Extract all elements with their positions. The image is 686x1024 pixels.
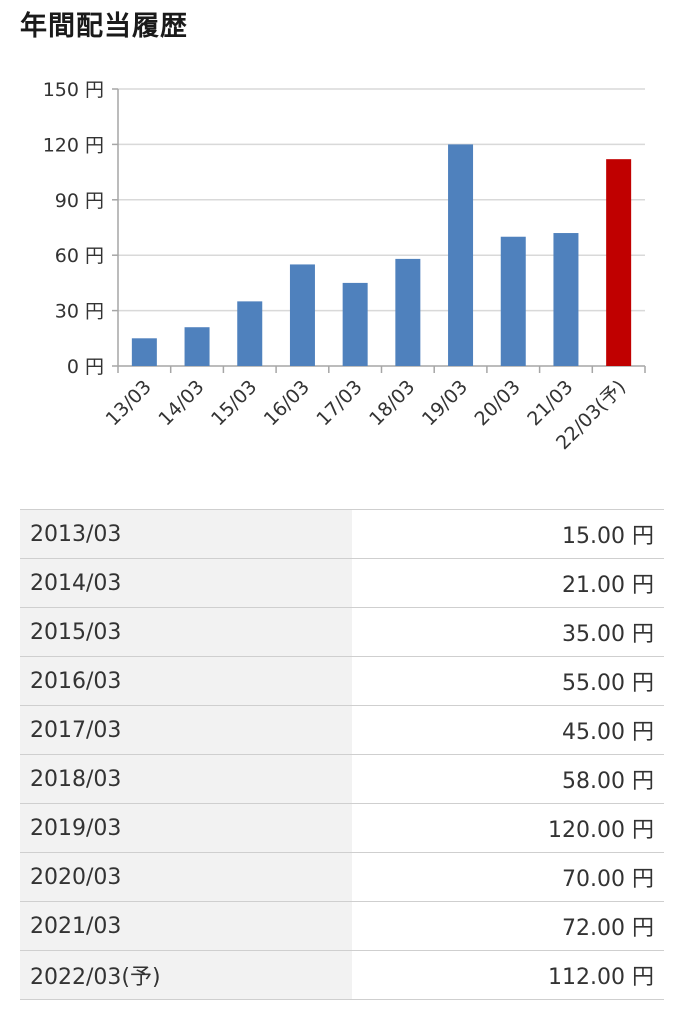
fiscal-year-cell: 2021/03 — [20, 901, 352, 951]
dividend-amount-cell: 120.00 円 — [352, 803, 664, 853]
dividend-bar — [500, 236, 526, 366]
fiscal-year-cell: 2016/03 — [20, 656, 352, 706]
forecast-bar — [606, 159, 632, 366]
dividend-amount-cell: 58.00 円 — [352, 754, 664, 804]
table-row: 2015/03 35.00 円 — [20, 607, 664, 657]
fiscal-year-cell: 2015/03 — [20, 607, 352, 657]
x-tick-label: 16/03 — [260, 376, 314, 430]
fiscal-year-cell: 2017/03 — [20, 705, 352, 755]
y-tick-label: 60 円 — [55, 245, 104, 267]
table-row: 2021/03 72.00 円 — [20, 901, 664, 951]
x-tick-label: 14/03 — [154, 376, 208, 430]
dividend-bar — [448, 144, 474, 366]
y-tick-label: 0 円 — [67, 356, 104, 378]
table-row: 2013/03 15.00 円 — [20, 509, 664, 559]
table-row: 2016/03 55.00 円 — [20, 656, 664, 706]
dividend-amount-cell: 70.00 円 — [352, 852, 664, 902]
dividend-bar — [289, 264, 315, 366]
table-row: 2022/03(予) 112.00 円 — [20, 950, 664, 1000]
x-tick-label: 15/03 — [207, 376, 261, 430]
x-tick-label: 19/03 — [418, 376, 472, 430]
dividend-amount-cell: 55.00 円 — [352, 656, 664, 706]
dividend-amount-cell: 112.00 円 — [352, 950, 664, 1000]
dividend-amount-cell: 35.00 円 — [352, 607, 664, 657]
fiscal-year-cell: 2018/03 — [20, 754, 352, 804]
y-tick-label: 150 円 — [43, 79, 104, 101]
x-tick-label: 18/03 — [365, 376, 419, 430]
dividend-amount-cell: 15.00 円 — [352, 509, 664, 559]
dividend-bar — [184, 327, 210, 366]
dividend-amount-cell: 72.00 円 — [352, 901, 664, 951]
fiscal-year-cell: 2022/03(予) — [20, 950, 352, 1000]
dividend-bar — [553, 233, 579, 366]
fiscal-year-cell: 2019/03 — [20, 803, 352, 853]
x-tick-label: 13/03 — [102, 376, 156, 430]
dividend-bar — [237, 301, 263, 366]
table-row: 2017/03 45.00 円 — [20, 705, 664, 755]
table-row: 2019/03 120.00 円 — [20, 803, 664, 853]
dividend-amount-cell: 45.00 円 — [352, 705, 664, 755]
dividend-bar — [395, 258, 421, 366]
y-tick-label: 90 円 — [55, 190, 104, 212]
fiscal-year-cell: 2014/03 — [20, 558, 352, 608]
table-row: 2018/03 58.00 円 — [20, 754, 664, 804]
fiscal-year-cell: 2013/03 — [20, 509, 352, 559]
dividend-bar — [342, 282, 368, 366]
dividend-history-table: 2013/03 15.00 円 2014/03 21.00 円 2015/03 35.00… — [20, 509, 664, 1000]
dividend-bar-chart: 0 円 30 円 60 円 90 円 120 円 150 円 13/0314/0315/03… — [43, 79, 646, 454]
x-tick-label: 20/03 — [471, 376, 525, 430]
table-row: 2020/03 70.00 円 — [20, 852, 664, 902]
y-tick-label: 120 円 — [43, 134, 104, 156]
y-tick-label: 30 円 — [55, 301, 104, 323]
fiscal-year-cell: 2020/03 — [20, 852, 352, 902]
dividend-amount-cell: 21.00 円 — [352, 558, 664, 608]
dividend-bar — [131, 338, 157, 366]
x-tick-label: 17/03 — [312, 376, 366, 430]
page-title: 年間配当履歴 — [20, 11, 188, 42]
table-row: 2014/03 21.00 円 — [20, 558, 664, 608]
